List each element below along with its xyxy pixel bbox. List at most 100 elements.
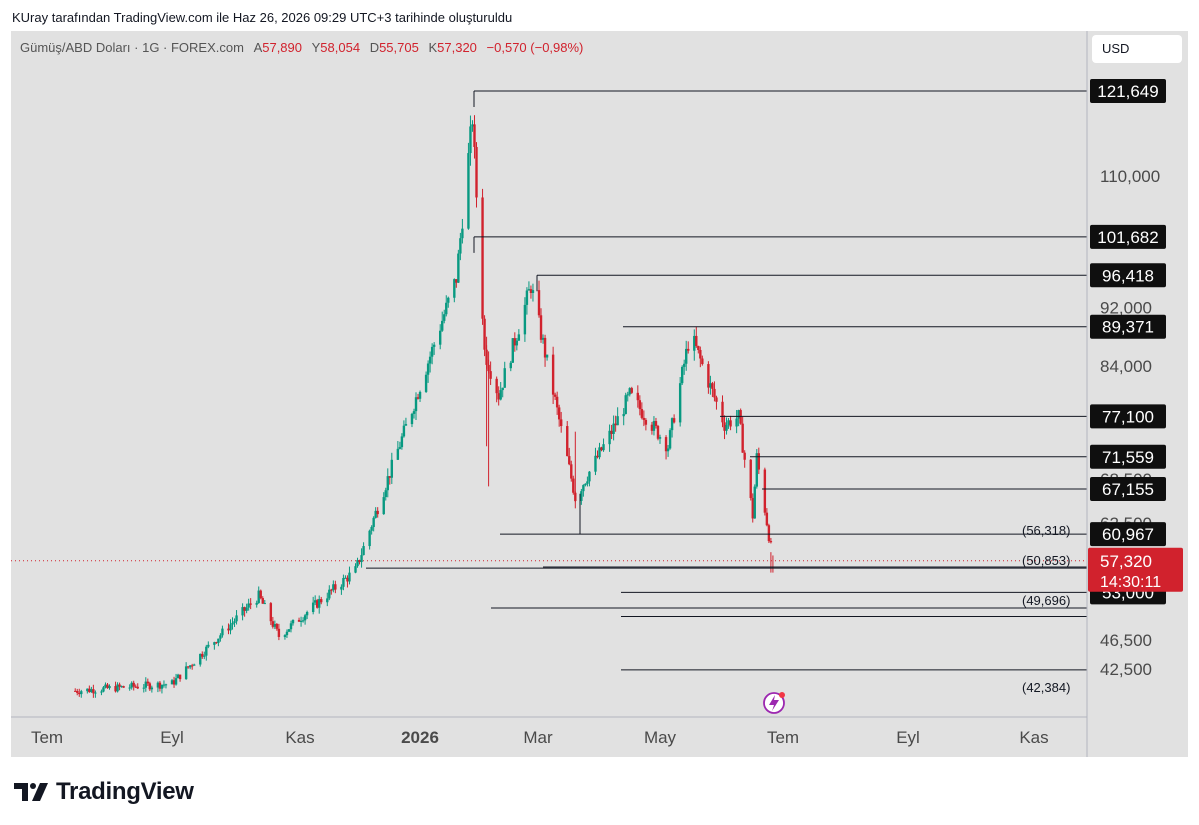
- candle: [148, 681, 152, 692]
- candle: [86, 688, 89, 694]
- candle: [457, 249, 460, 284]
- candle-body: [313, 600, 317, 603]
- candle-body: [725, 424, 728, 431]
- candle: [570, 460, 573, 482]
- currency-selector[interactable]: USD: [1092, 35, 1182, 63]
- candle: [368, 529, 371, 550]
- price-chart[interactable]: [11, 31, 1087, 717]
- candle: [685, 340, 688, 371]
- candle-body: [729, 420, 732, 427]
- candle-body: [630, 388, 633, 393]
- candle-body: [439, 330, 442, 345]
- candle: [160, 684, 164, 694]
- candle-body: [608, 430, 611, 445]
- candle-body: [376, 510, 379, 515]
- candle: [328, 585, 331, 601]
- candle-body: [537, 290, 541, 316]
- candle-body: [249, 603, 252, 605]
- candle: [447, 296, 450, 308]
- candle-body: [763, 469, 767, 513]
- candle: [396, 441, 400, 460]
- change-value: −0,570 (−0,98%): [486, 40, 584, 55]
- candle: [566, 421, 569, 457]
- candle: [680, 365, 684, 385]
- candle: [116, 682, 119, 693]
- candle-body: [174, 678, 178, 685]
- candle-body: [594, 455, 597, 472]
- candle: [445, 295, 448, 317]
- symbol-name[interactable]: Gümüş/ABD Doları · 1G · FOREX.com: [20, 40, 244, 55]
- candle: [207, 641, 210, 649]
- candle-body: [713, 388, 716, 398]
- candle-body: [134, 686, 137, 688]
- candle-body: [247, 603, 250, 608]
- candle: [443, 309, 446, 324]
- candle-body: [447, 297, 450, 303]
- candle-body: [229, 624, 232, 631]
- candle-body: [184, 666, 188, 680]
- candle: [650, 421, 654, 435]
- candle-body: [430, 346, 434, 357]
- candle-body: [614, 423, 617, 426]
- candle-body: [402, 425, 406, 437]
- candle-body: [316, 600, 319, 608]
- candle: [74, 688, 77, 692]
- candle-body: [201, 653, 204, 657]
- candle: [313, 595, 317, 606]
- candle-body: [164, 684, 168, 686]
- candle: [259, 589, 262, 600]
- candle: [402, 420, 406, 438]
- candle-body: [489, 371, 492, 379]
- candle-body: [443, 314, 446, 321]
- candle-body: [475, 146, 478, 198]
- candle: [146, 678, 150, 686]
- candle-body: [473, 124, 476, 147]
- candle: [255, 600, 258, 608]
- candle-body: [372, 517, 375, 528]
- candle: [557, 404, 561, 427]
- candle-body: [217, 638, 220, 643]
- candle: [120, 685, 123, 688]
- candle: [471, 120, 474, 132]
- candle: [473, 115, 476, 159]
- candle-body: [188, 665, 192, 668]
- candle: [418, 390, 422, 402]
- candle-body: [517, 334, 521, 341]
- candle: [666, 444, 670, 457]
- candle: [311, 596, 315, 615]
- candle: [515, 337, 519, 351]
- candle-body: [570, 464, 573, 479]
- candle: [642, 410, 646, 427]
- candle: [398, 441, 402, 450]
- candle-body: [529, 289, 533, 294]
- candle: [92, 684, 95, 698]
- candle-body: [283, 635, 287, 637]
- candle: [670, 417, 674, 438]
- candle: [342, 574, 345, 591]
- candle-body: [340, 586, 343, 590]
- candle: [249, 598, 252, 610]
- candle: [628, 387, 631, 397]
- candle-body: [709, 383, 712, 388]
- candle-body: [553, 394, 557, 397]
- event-marker[interactable]: [763, 692, 785, 714]
- candle-body: [755, 453, 758, 487]
- candle: [743, 450, 746, 468]
- candle-body: [751, 498, 754, 519]
- candle-body: [215, 642, 218, 644]
- candle: [128, 684, 131, 691]
- candle: [283, 634, 287, 640]
- candle-body: [102, 687, 105, 692]
- candle-body: [566, 426, 569, 457]
- candle-body: [221, 628, 224, 636]
- candle: [231, 617, 234, 630]
- candle-body: [106, 684, 109, 689]
- candle-body: [150, 687, 154, 690]
- candle-body: [543, 337, 547, 358]
- candle-body: [328, 589, 331, 599]
- candle: [580, 488, 583, 505]
- candle-body: [128, 687, 131, 689]
- candle-body: [269, 603, 273, 622]
- candle-body: [695, 335, 698, 346]
- candle: [76, 688, 79, 696]
